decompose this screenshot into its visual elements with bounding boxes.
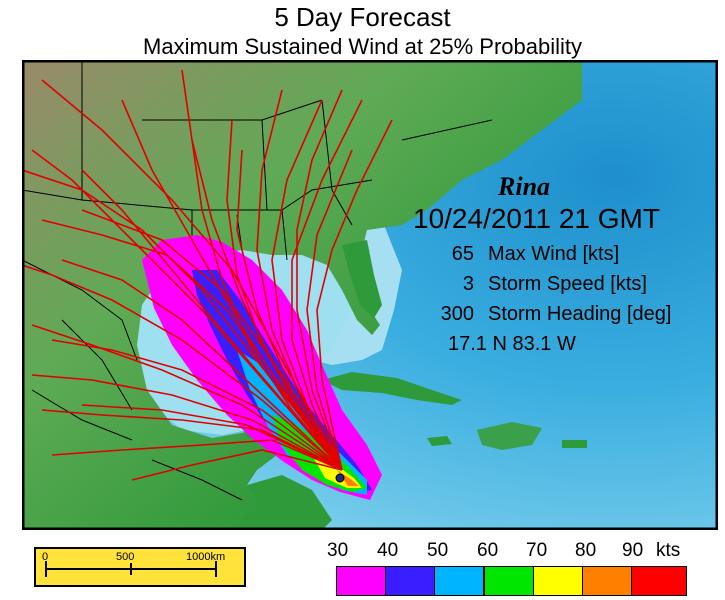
legend-label: 60 [477, 540, 499, 561]
forecast-tracks [22, 69, 393, 481]
legend-swatch-50 [434, 566, 484, 596]
storm-position: 17.1 N 83.1 W [448, 333, 576, 355]
legend-swatch-60 [484, 566, 534, 596]
legend-label: 80 [575, 540, 597, 561]
stat-value: 3 [462, 273, 474, 295]
legend-label: 40 [377, 540, 399, 561]
stat-label: Storm Heading [deg] [488, 303, 672, 325]
puerto-rico [562, 440, 587, 448]
legend-swatch-70 [533, 566, 583, 596]
legend-swatch-40 [385, 566, 435, 596]
florida [342, 240, 382, 318]
storm-name: Rina [498, 172, 551, 201]
legend-swatch-30 [336, 566, 386, 596]
north-america-land [22, 60, 582, 530]
forecast-map [22, 60, 718, 530]
scale-label-500: 500 [116, 551, 135, 563]
scale-bar: 0 500 1000km [34, 547, 246, 587]
legend-label: 90 [622, 540, 644, 561]
stat-value: 65 [451, 243, 474, 265]
legend-swatch-90 [631, 566, 687, 596]
scale-bar-ruler [45, 561, 217, 577]
storm-center [335, 473, 345, 483]
stat-label: Max Wind [kts] [488, 243, 620, 265]
scale-label-0: 0 [42, 551, 49, 563]
central-america [247, 475, 332, 530]
jamaica [427, 436, 452, 446]
stat-value: 300 [440, 303, 474, 325]
stat-label: Storm Speed [kts] [488, 273, 647, 295]
stat-storm-speed: 3 Storm Speed [kts] [418, 273, 647, 296]
legend-swatch-80 [582, 566, 632, 596]
forecast-subtitle: Maximum Sustained Wind at 25% Probabilit… [143, 34, 582, 59]
forecast-datetime: 10/24/2011 21 GMT [413, 203, 660, 234]
hispaniola [477, 422, 542, 450]
forecast-title: 5 Day Forecast [274, 2, 451, 32]
map-frame [22, 60, 718, 530]
legend-label: 50 [427, 540, 449, 561]
swath-80kt [337, 470, 359, 486]
legend-label: 70 [526, 540, 548, 561]
legend-unit: kts [656, 540, 681, 561]
stat-max-wind: 65 Max Wind [kts] [418, 243, 619, 266]
stat-storm-heading: 300 Storm Heading [deg] [418, 303, 672, 326]
cuba [322, 372, 462, 405]
scale-label-1000: 1000km [186, 551, 226, 563]
legend-label: 30 [327, 540, 349, 561]
